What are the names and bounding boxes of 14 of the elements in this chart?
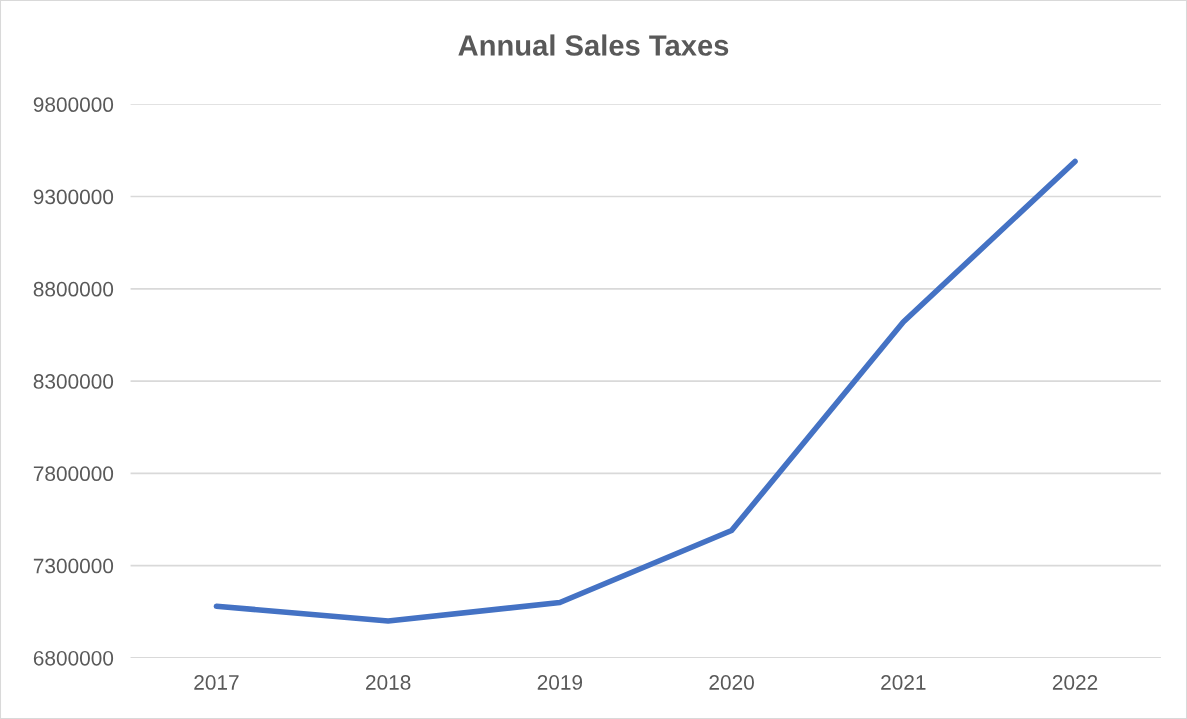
x-tick-label: 2017 (194, 675, 239, 690)
x-tick-label: 2019 (537, 675, 583, 690)
y-tick-label: 6800000 (33, 650, 114, 666)
x-tick-label: 2022 (1052, 675, 1098, 690)
x-tick-label: 2020 (709, 675, 754, 690)
y-tick-label: 7800000 (33, 466, 114, 482)
y-tick-label: 9800000 (33, 97, 114, 113)
y-tick-label: 9300000 (33, 189, 114, 205)
x-tick-label: 2018 (366, 675, 411, 690)
y-tick-label: 7300000 (33, 558, 114, 574)
y-tick-label: 8300000 (33, 374, 114, 389)
x-tick-label: 2021 (881, 675, 926, 690)
y-tick-label: 8800000 (33, 281, 114, 297)
chart-title: Annual Sales Taxes (458, 34, 729, 56)
